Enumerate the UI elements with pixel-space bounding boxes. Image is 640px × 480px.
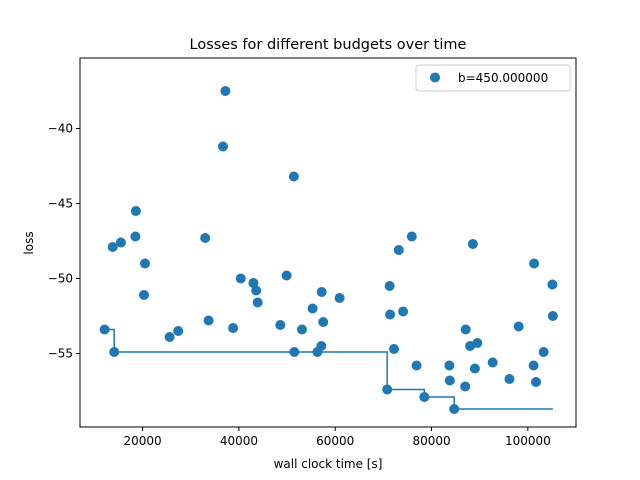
incumbent-step-line xyxy=(104,328,553,410)
scatter-point xyxy=(389,344,399,354)
legend-label: b=450.000000 xyxy=(458,71,548,85)
scatter-point xyxy=(449,404,460,414)
scatter-point xyxy=(469,363,480,374)
scatter-point xyxy=(140,258,150,269)
x-tick-label: 100000 xyxy=(505,434,551,448)
scatter-point xyxy=(307,303,318,314)
scatter-point xyxy=(504,374,515,384)
scatter-point xyxy=(281,270,292,281)
scatter-point xyxy=(316,341,327,351)
plot-frame xyxy=(79,57,577,428)
scatter-point xyxy=(398,306,409,317)
y-tick-label: −55 xyxy=(48,347,73,361)
scatter-point xyxy=(334,293,345,303)
scatter-point xyxy=(460,381,471,392)
scatter-point xyxy=(220,86,231,96)
x-tick-label: 20000 xyxy=(124,434,162,448)
scatter-point xyxy=(288,171,299,182)
scatter-point xyxy=(297,324,307,335)
y-tick-label: −50 xyxy=(48,272,73,286)
scatter-point xyxy=(531,377,541,387)
y-axis-label: loss xyxy=(22,231,36,254)
scatter-point xyxy=(393,245,404,255)
scatter-point xyxy=(235,273,246,284)
scatter-point xyxy=(218,141,228,152)
scatter-point xyxy=(538,347,549,357)
scatter-point xyxy=(472,338,483,348)
scatter-point xyxy=(228,323,239,333)
scatter-point xyxy=(173,326,184,336)
chart-title: Losses for different budgets over time xyxy=(190,37,467,53)
scatter-point xyxy=(109,347,120,357)
y-tick-label: −40 xyxy=(48,122,73,136)
scatter-point xyxy=(419,392,430,402)
scatter-point xyxy=(467,239,478,249)
scatter-point xyxy=(411,360,422,371)
legend: b=450.000000 xyxy=(415,64,571,92)
scatter-point xyxy=(529,258,540,269)
scatter-point xyxy=(318,317,329,327)
legend-marker xyxy=(430,72,440,83)
scatter-point xyxy=(487,357,498,368)
legend-box xyxy=(415,64,571,92)
scatter-point xyxy=(406,231,417,242)
scatter-point xyxy=(547,311,558,321)
scatter-point xyxy=(316,287,327,297)
series-layer xyxy=(99,86,558,414)
scatter-point xyxy=(385,309,396,320)
scatter-point xyxy=(289,347,300,357)
scatter-point xyxy=(200,233,211,243)
scatter-point xyxy=(139,290,149,300)
scatter-point xyxy=(130,206,141,216)
scatter-point xyxy=(528,360,539,371)
scatter-point xyxy=(130,231,141,242)
y-tick-label: −45 xyxy=(48,197,73,211)
scatter-point xyxy=(460,324,471,335)
scatter-point xyxy=(252,297,263,308)
scatter-point xyxy=(203,315,214,326)
scatter-point xyxy=(251,285,262,296)
scatter-point xyxy=(275,320,286,330)
scatter-point xyxy=(115,237,126,248)
x-tick-label: 60000 xyxy=(316,434,354,448)
x-axis-ticks: 20000 40000 60000 80000 100000 xyxy=(124,427,551,448)
scatter-point xyxy=(444,375,455,386)
scatter-point xyxy=(164,332,175,342)
scatter-point xyxy=(444,360,455,371)
scatter-point xyxy=(107,242,118,252)
scatter-point xyxy=(382,384,393,395)
y-axis-ticks: −40 −45 −50 −55 xyxy=(48,122,80,361)
scatter-point xyxy=(513,321,524,332)
scatter-point xyxy=(248,278,259,288)
plot-area xyxy=(79,57,577,428)
scatter-point xyxy=(547,279,558,290)
scatter-point xyxy=(99,324,110,335)
x-tick-label: 40000 xyxy=(220,434,258,448)
scatter-point xyxy=(384,281,395,291)
x-tick-label: 80000 xyxy=(412,434,450,448)
x-axis-label: wall clock time [s] xyxy=(274,457,383,471)
